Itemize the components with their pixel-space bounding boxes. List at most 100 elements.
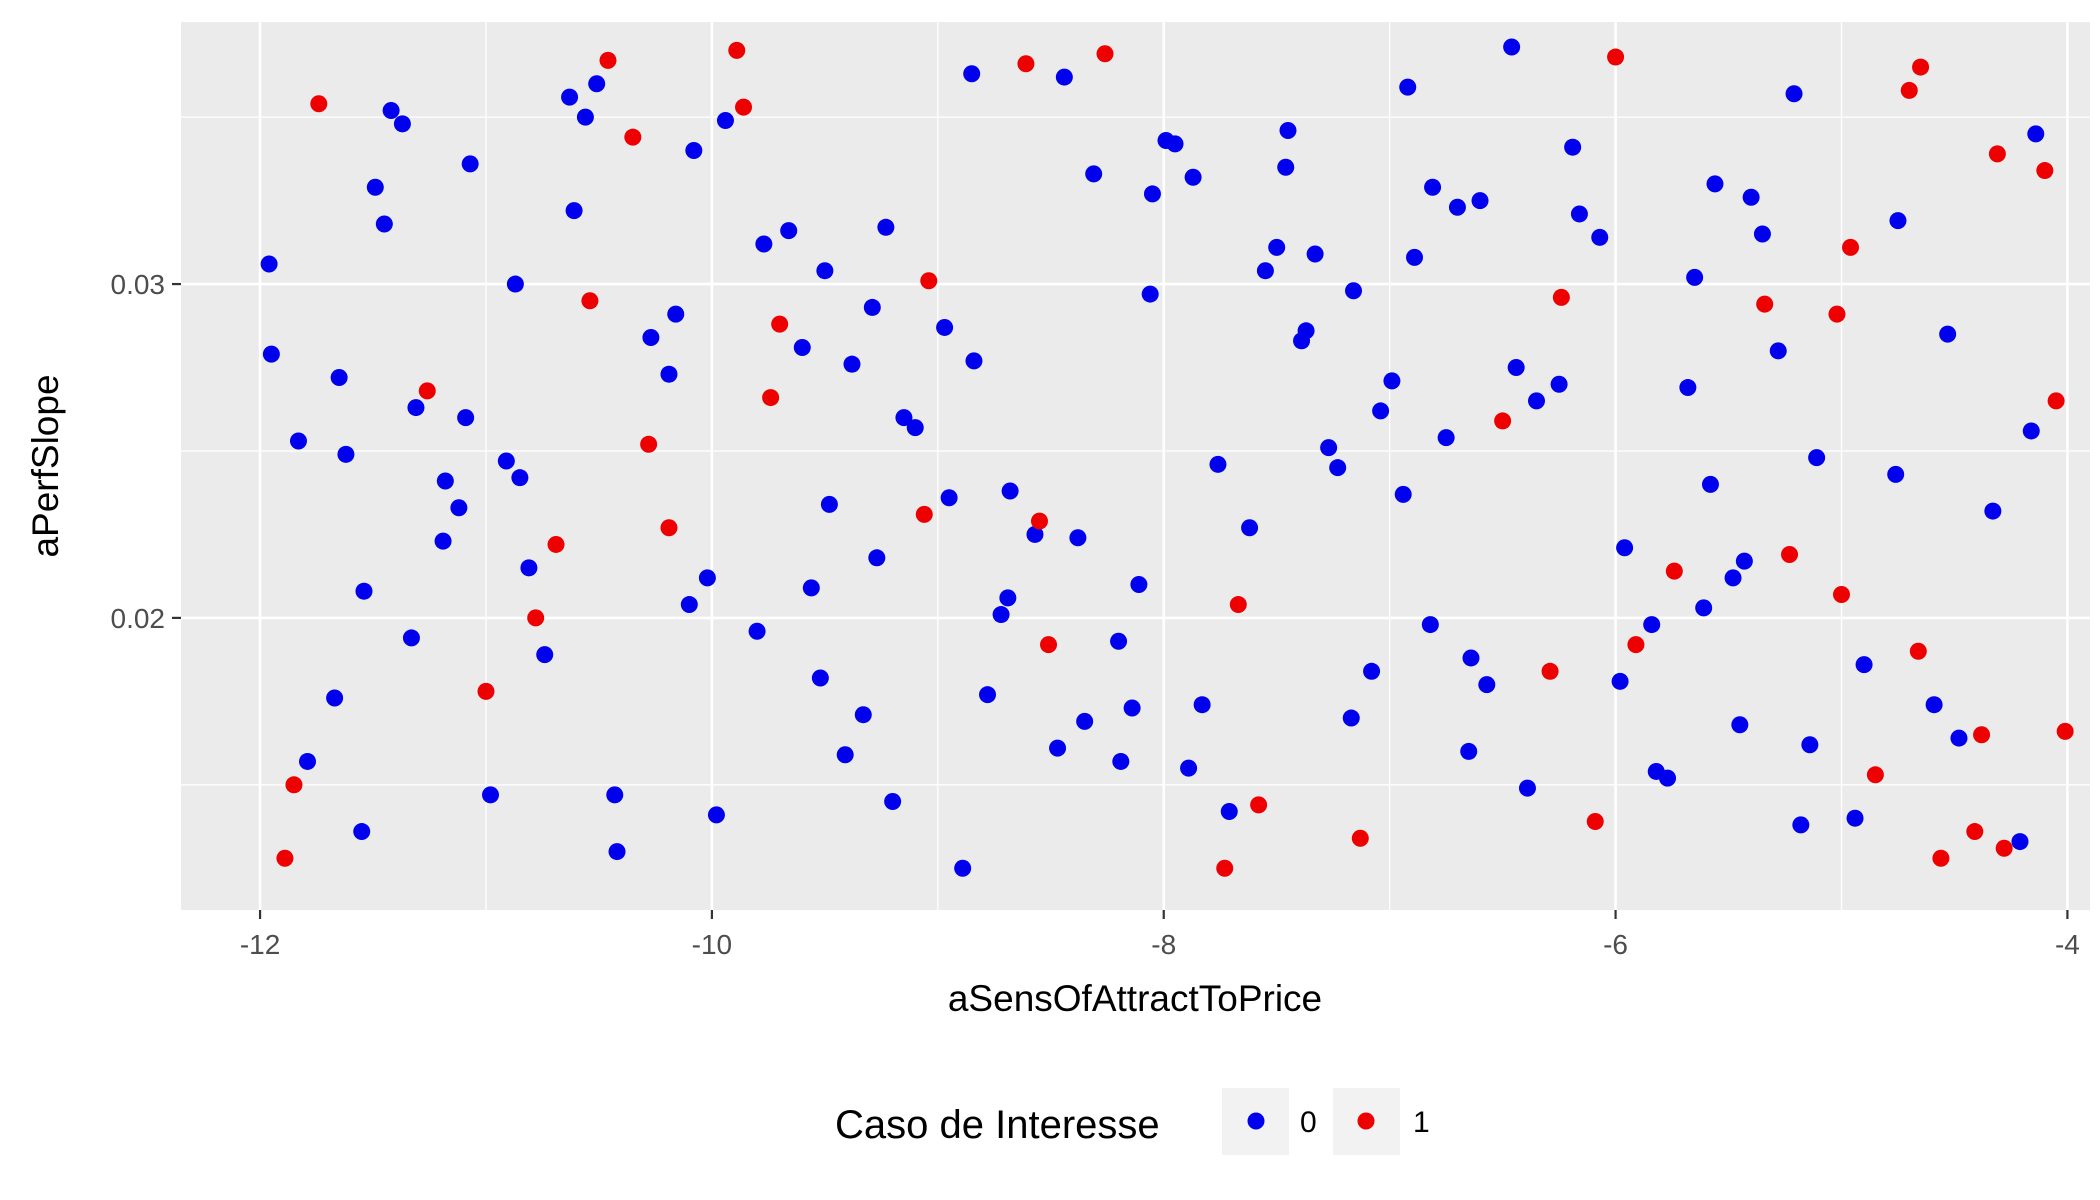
data-point [854, 706, 872, 724]
data-point [561, 88, 579, 106]
data-point [707, 806, 725, 824]
data-point [771, 315, 789, 333]
data-point [1887, 465, 1905, 483]
data-point [1552, 288, 1570, 306]
y-axis: 0.02 0.03 [111, 269, 181, 634]
data-point [1753, 225, 1771, 243]
data-point [382, 101, 400, 119]
data-point [1112, 752, 1130, 770]
data-point [816, 262, 834, 280]
data-point [1277, 158, 1295, 176]
data-point [1756, 295, 1774, 313]
series-1 [276, 41, 2074, 877]
data-point [1076, 712, 1094, 730]
data-point [1855, 656, 1873, 674]
data-point [1832, 586, 1850, 604]
legend-label-0: 0 [1300, 1106, 1317, 1139]
data-point [260, 255, 278, 273]
data-point [843, 355, 861, 373]
data-point [1462, 649, 1480, 667]
data-point [1912, 58, 1930, 76]
data-point [1781, 545, 1799, 563]
data-point [1503, 38, 1521, 56]
legend-marker-1 [1357, 1112, 1375, 1130]
data-point [1141, 285, 1159, 303]
data-point [1268, 238, 1286, 256]
data-point [1900, 81, 1918, 99]
data-point [640, 435, 658, 453]
data-point [1220, 803, 1238, 821]
data-point [1209, 455, 1227, 473]
data-point [565, 202, 583, 220]
data-point [780, 222, 798, 240]
data-point [1085, 165, 1103, 183]
data-point [820, 495, 838, 513]
data-point [1889, 212, 1907, 230]
x-tick-label: -10 [692, 929, 732, 960]
data-point [1069, 529, 1087, 547]
data-point [836, 746, 854, 764]
series-0 [260, 38, 2045, 877]
data-point [1143, 185, 1161, 203]
legend-label-1: 1 [1413, 1106, 1430, 1139]
data-point [748, 622, 766, 640]
data-point [1808, 449, 1826, 467]
data-point [457, 409, 475, 427]
data-point [1216, 859, 1234, 877]
minor-gridlines [181, 22, 2090, 910]
data-point [581, 292, 599, 310]
data-point [461, 155, 479, 173]
data-point [527, 609, 545, 627]
data-point [1363, 662, 1381, 680]
data-point [1437, 429, 1455, 447]
legend: Caso de Interesse 0 1 [835, 1088, 1430, 1155]
data-point [608, 843, 626, 861]
data-point [330, 369, 348, 387]
x-axis-title: aSensOfAttractToPrice [948, 978, 1322, 1019]
data-point [1769, 342, 1787, 360]
data-point [2011, 833, 2029, 851]
data-point [1040, 636, 1058, 654]
data-point [660, 365, 678, 383]
data-point [1724, 569, 1742, 587]
data-point [477, 682, 495, 700]
data-point [1394, 485, 1412, 503]
data-point [2036, 162, 2054, 180]
data-point [1866, 766, 1884, 784]
data-point [1541, 662, 1559, 680]
data-point [1256, 262, 1274, 280]
data-point [1973, 726, 1991, 744]
data-point [1096, 45, 1114, 63]
data-point [1643, 616, 1661, 634]
data-point [1471, 192, 1489, 210]
data-point [576, 108, 594, 126]
data-point [1925, 696, 1943, 714]
data-point [497, 452, 515, 470]
data-point [326, 689, 344, 707]
data-point [1320, 439, 1338, 457]
data-point [599, 51, 617, 69]
data-point [1591, 228, 1609, 246]
data-point [963, 65, 981, 83]
data-point [1607, 48, 1625, 66]
legend-marker-0 [1247, 1112, 1265, 1130]
data-point [1706, 175, 1724, 193]
data-point [1241, 519, 1259, 537]
data-point [375, 215, 393, 233]
data-point [877, 218, 895, 236]
data-point [482, 786, 500, 804]
data-point [1055, 68, 1073, 86]
data-point [685, 142, 703, 160]
data-point [337, 445, 355, 463]
data-point [1026, 525, 1044, 543]
data-point [1229, 596, 1247, 614]
data-point [1279, 121, 1297, 139]
data-point [276, 849, 294, 867]
data-point [1995, 839, 2013, 857]
data-point [2047, 392, 2065, 410]
data-point [1701, 475, 1719, 493]
legend-title: Caso de Interesse [835, 1103, 1160, 1147]
y-tick-label: 0.03 [111, 269, 166, 300]
y-tick-label: 0.02 [111, 603, 166, 634]
